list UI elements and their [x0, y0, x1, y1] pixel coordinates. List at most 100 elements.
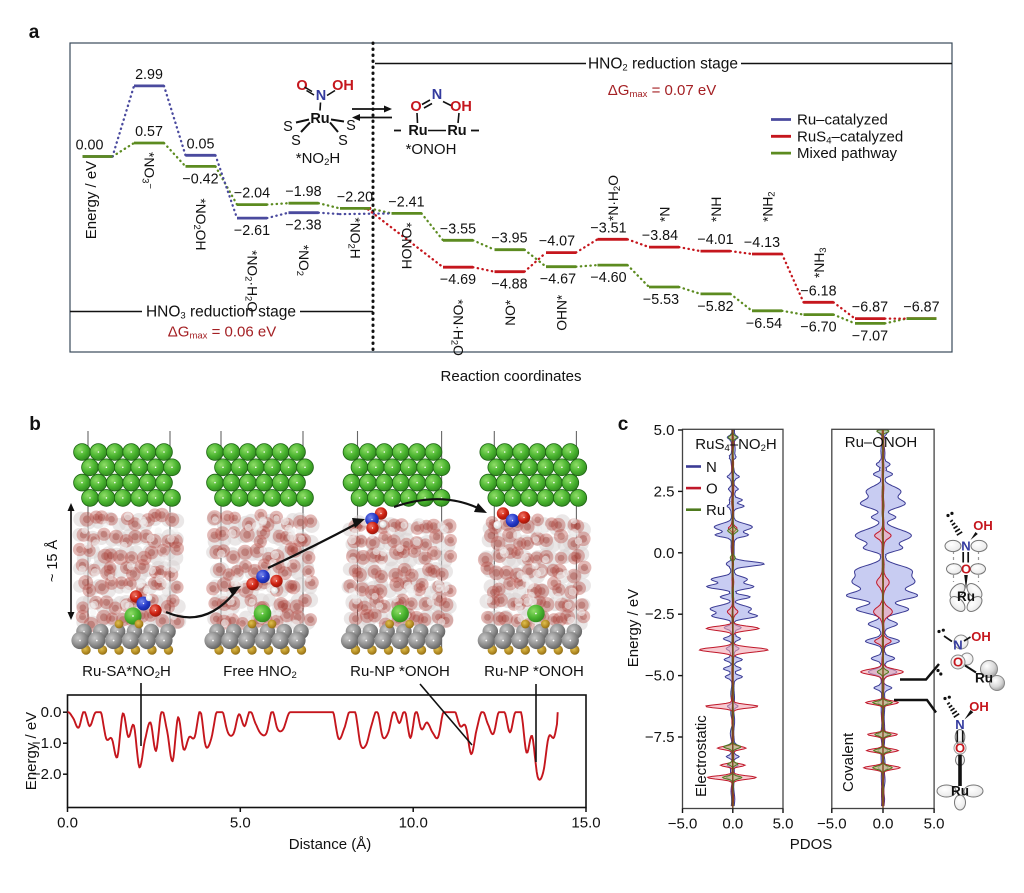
svg-text:NO*: NO*: [503, 299, 518, 326]
svg-text:Free HNO2: Free HNO2: [223, 663, 297, 681]
svg-text:0.0: 0.0: [57, 815, 78, 832]
svg-text:5.0: 5.0: [924, 816, 945, 833]
svg-text:−4.01: −4.01: [697, 232, 733, 248]
svg-text:O: O: [296, 78, 307, 94]
svg-text:0.57: 0.57: [135, 124, 163, 140]
svg-text:O: O: [953, 655, 963, 670]
svg-text:−3.84: −3.84: [642, 228, 678, 244]
svg-text:−4.88: −4.88: [491, 277, 527, 293]
svg-text:0.0: 0.0: [654, 545, 675, 562]
svg-text:N: N: [955, 717, 964, 732]
svg-text:Ru: Ru: [957, 589, 975, 604]
svg-text:*N·H2O: *N·H2O: [606, 175, 623, 221]
svg-text:OH: OH: [969, 699, 989, 714]
svg-text:−6.87: −6.87: [852, 300, 888, 316]
svg-text:Ru: Ru: [706, 502, 725, 519]
svg-text:−3.51: −3.51: [590, 220, 626, 236]
svg-text:*NO2OH: *NO2OH: [191, 198, 208, 250]
svg-text:−5.53: −5.53: [643, 292, 679, 308]
svg-text:−7.07: −7.07: [852, 328, 888, 344]
svg-text:−2.41: −2.41: [388, 194, 424, 210]
svg-text:Covalent: Covalent: [840, 732, 857, 792]
svg-text:N: N: [953, 638, 962, 653]
svg-text:Ru: Ru: [310, 111, 329, 127]
svg-text:~ 15 Å: ~ 15 Å: [44, 540, 61, 583]
svg-text:*N: *N: [658, 207, 673, 222]
svg-text:Reaction coordinates: Reaction coordinates: [441, 368, 582, 385]
svg-text:15.0: 15.0: [571, 815, 600, 832]
svg-text:OH: OH: [971, 629, 991, 644]
svg-text:Energy / eV: Energy / eV: [625, 589, 642, 667]
svg-text:Ru–catalyzed: Ru–catalyzed: [797, 112, 888, 129]
svg-text:Ru-NP *ONOH: Ru-NP *ONOH: [350, 663, 450, 680]
svg-text:0.00: 0.00: [76, 138, 104, 154]
svg-text:N: N: [706, 459, 717, 476]
svg-text:*NH: *NH: [709, 197, 724, 222]
svg-text:ΔGmax = 0.06 eV: ΔGmax = 0.06 eV: [168, 324, 276, 342]
svg-text:ΔGmax = 0.07 eV: ΔGmax = 0.07 eV: [608, 82, 716, 100]
svg-text:−2.5: −2.5: [645, 606, 675, 623]
svg-text:−2.20: −2.20: [337, 189, 373, 205]
svg-text:−2.61: −2.61: [234, 223, 270, 239]
svg-text:S: S: [338, 133, 348, 149]
svg-text:−4.60: −4.60: [590, 270, 626, 286]
svg-text:OH: OH: [450, 99, 472, 115]
svg-text:−2.0: −2.0: [32, 766, 62, 783]
svg-text:OHN*: OHN*: [555, 294, 570, 331]
svg-text:b: b: [29, 414, 41, 435]
svg-text:S: S: [346, 118, 356, 134]
svg-text:OH: OH: [332, 78, 354, 94]
svg-text:*ONOH: *ONOH: [399, 222, 414, 269]
svg-text:−2.38: −2.38: [285, 218, 321, 234]
svg-text:Ru-NP *ONOH: Ru-NP *ONOH: [484, 663, 584, 680]
svg-text:O: O: [955, 741, 965, 756]
svg-text:−4.69: −4.69: [440, 272, 476, 288]
svg-text:HNO3 reduction stage: HNO3 reduction stage: [146, 304, 296, 322]
svg-text:−6.87: −6.87: [903, 300, 939, 316]
svg-text:Mixed pathway: Mixed pathway: [797, 145, 898, 162]
svg-text:2.99: 2.99: [135, 67, 163, 83]
svg-text:−7.5: −7.5: [645, 729, 675, 746]
svg-text:−5.0: −5.0: [668, 816, 698, 833]
svg-text:−6.18: −6.18: [800, 283, 836, 299]
svg-text:N: N: [432, 87, 442, 103]
svg-text:2.5: 2.5: [654, 483, 675, 500]
svg-text:−5.0: −5.0: [645, 668, 675, 685]
svg-text:O: O: [410, 99, 421, 115]
svg-text:Ru: Ru: [447, 123, 466, 139]
svg-text:*NO2: *NO2: [294, 245, 311, 276]
svg-text:−1.98: −1.98: [285, 184, 321, 200]
svg-text:−5.0: −5.0: [817, 816, 847, 833]
svg-text:−4.13: −4.13: [744, 235, 780, 251]
svg-text:S: S: [291, 133, 301, 149]
svg-text:*NH2: *NH2: [761, 191, 778, 222]
svg-text:10.0: 10.0: [399, 815, 428, 832]
svg-text:PDOS: PDOS: [790, 836, 833, 853]
svg-text:0.0: 0.0: [873, 816, 894, 833]
svg-text:Energy / eV: Energy / eV: [23, 712, 40, 790]
svg-text:Ru: Ru: [408, 123, 427, 139]
svg-text:Ru: Ru: [951, 784, 969, 799]
svg-text:Ru–ONOH: Ru–ONOH: [845, 434, 918, 451]
svg-text:5.0: 5.0: [773, 816, 794, 833]
svg-text:Energy / eV: Energy / eV: [83, 161, 100, 239]
svg-text:−5.82: −5.82: [697, 299, 733, 315]
svg-text:−4.67: −4.67: [540, 272, 576, 288]
svg-text:Ru-SA*NO2H: Ru-SA*NO2H: [82, 663, 171, 681]
svg-text:*NO2H: *NO2H: [296, 150, 340, 168]
svg-text:−2.04: −2.04: [234, 186, 270, 202]
svg-text:−3.95: −3.95: [491, 231, 527, 247]
svg-text:5.0: 5.0: [654, 422, 675, 439]
svg-text:N: N: [961, 539, 970, 554]
svg-text:0.0: 0.0: [722, 816, 743, 833]
svg-text:0.0: 0.0: [41, 704, 62, 721]
svg-text:−1.0: −1.0: [32, 735, 62, 752]
svg-text:OH: OH: [973, 518, 993, 533]
svg-text:−6.54: −6.54: [746, 316, 782, 332]
svg-text:Electrostatic: Electrostatic: [693, 715, 710, 797]
svg-text:O: O: [961, 562, 971, 577]
svg-text:−4.07: −4.07: [539, 234, 575, 250]
svg-text:S: S: [283, 119, 293, 135]
svg-text:0.05: 0.05: [187, 136, 215, 152]
svg-text:HNO2 reduction stage: HNO2 reduction stage: [588, 56, 738, 74]
